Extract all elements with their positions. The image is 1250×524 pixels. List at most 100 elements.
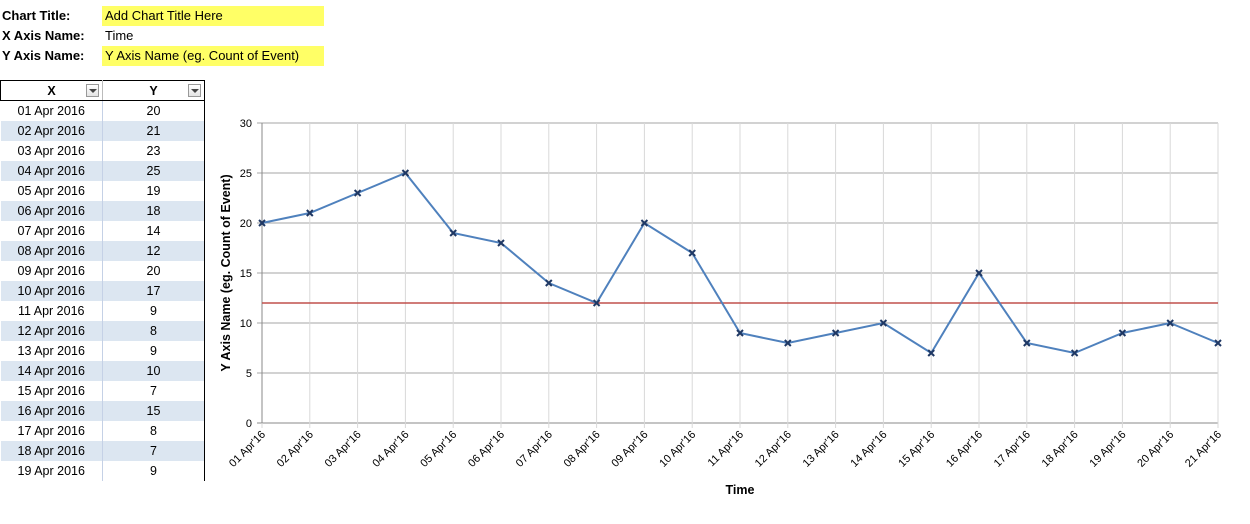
x-tick-label: 10 Apr'16 xyxy=(657,429,698,470)
x-tick-label: 21 Apr'16 xyxy=(1183,429,1224,470)
cell-y[interactable]: 15 xyxy=(102,400,205,421)
filter-dropdown-icon[interactable] xyxy=(188,84,201,97)
chart-title-cell[interactable]: Add Chart Title Here xyxy=(102,6,324,26)
x-tick-label: 03 Apr'16 xyxy=(323,429,364,470)
cell-x[interactable]: 05 Apr 2016 xyxy=(0,180,103,201)
data-point-marker xyxy=(831,329,840,337)
cell-x[interactable]: 17 Apr 2016 xyxy=(0,420,103,441)
data-point-marker xyxy=(258,219,266,227)
cell-x[interactable]: 11 Apr 2016 xyxy=(0,300,103,321)
cell-x[interactable]: 02 Apr 2016 xyxy=(0,120,103,141)
x-tick-label: 07 Apr'16 xyxy=(514,429,555,470)
data-table: X Y 01 Apr 2016 20 02 Apr 2016 21 03 Apr 201… xyxy=(0,80,205,481)
cell-x[interactable]: 01 Apr 2016 xyxy=(0,100,103,121)
data-point-marker xyxy=(449,229,457,237)
column-header-y-label: Y xyxy=(149,83,158,98)
data-point-marker xyxy=(688,249,696,257)
data-point-marker xyxy=(592,299,601,307)
cell-y[interactable]: 19 xyxy=(102,180,205,201)
cell-y[interactable]: 12 xyxy=(102,240,205,261)
table-row: 04 Apr 2016 25 xyxy=(0,160,205,181)
y-tick-label: 30 xyxy=(240,118,252,130)
cell-x[interactable]: 03 Apr 2016 xyxy=(0,140,103,161)
x-tick-label: 13 Apr'16 xyxy=(801,429,842,470)
cell-x[interactable]: 19 Apr 2016 xyxy=(0,460,103,481)
table-row: 16 Apr 2016 15 xyxy=(0,400,205,421)
data-point-marker xyxy=(927,349,935,357)
cell-x[interactable]: 06 Apr 2016 xyxy=(0,200,103,221)
table-row: 02 Apr 2016 21 xyxy=(0,120,205,141)
cell-x[interactable]: 07 Apr 2016 xyxy=(0,220,103,241)
chart-title-label: Chart Title: xyxy=(2,8,71,23)
table-row: 10 Apr 2016 17 xyxy=(0,280,205,301)
column-header-y[interactable]: Y xyxy=(102,80,205,101)
cell-x[interactable]: 15 Apr 2016 xyxy=(0,380,103,401)
x-tick-label: 19 Apr'16 xyxy=(1087,429,1128,470)
cell-y[interactable]: 18 xyxy=(102,200,205,221)
x-tick-label: 18 Apr'16 xyxy=(1040,429,1081,470)
x-axis-name-label: X Axis Name: xyxy=(2,28,85,43)
y-tick-label: 25 xyxy=(240,168,252,180)
data-point-marker xyxy=(1070,349,1079,357)
x-tick-label: 09 Apr'16 xyxy=(609,429,650,470)
data-point-marker xyxy=(353,189,362,197)
cell-y[interactable]: 9 xyxy=(102,340,205,361)
cell-y[interactable]: 7 xyxy=(102,440,205,461)
cell-y[interactable]: 10 xyxy=(102,360,205,381)
cell-y[interactable]: 20 xyxy=(102,260,205,281)
y-tick-label: 15 xyxy=(240,268,252,280)
data-point-marker xyxy=(1166,319,1174,327)
cell-y[interactable]: 8 xyxy=(102,320,205,341)
table-row: 01 Apr 2016 20 xyxy=(0,100,205,121)
x-axis-name-cell[interactable]: Time xyxy=(105,28,134,43)
y-axis-title: Y Axis Name (eg. Count of Event) xyxy=(219,174,233,371)
table-row: 09 Apr 2016 20 xyxy=(0,260,205,281)
data-point-marker xyxy=(975,269,983,277)
cell-x[interactable]: 14 Apr 2016 xyxy=(0,360,103,381)
x-tick-label: 17 Apr'16 xyxy=(992,429,1033,470)
cell-x[interactable]: 13 Apr 2016 xyxy=(0,340,103,361)
table-row: 19 Apr 2016 9 xyxy=(0,460,205,481)
y-tick-label: 0 xyxy=(246,418,252,430)
cell-y[interactable]: 7 xyxy=(102,380,205,401)
table-row: 08 Apr 2016 12 xyxy=(0,240,205,261)
column-header-x[interactable]: X xyxy=(0,80,103,101)
x-tick-label: 02 Apr'16 xyxy=(275,429,316,470)
table-row: 15 Apr 2016 7 xyxy=(0,380,205,401)
filter-dropdown-icon[interactable] xyxy=(86,84,99,97)
x-tick-label: 11 Apr'16 xyxy=(706,429,747,470)
cell-y[interactable]: 9 xyxy=(102,300,205,321)
data-point-marker xyxy=(497,239,505,247)
cell-y[interactable]: 20 xyxy=(102,100,205,121)
data-point-marker xyxy=(640,219,649,227)
table-row: 03 Apr 2016 23 xyxy=(0,140,205,161)
cell-y[interactable]: 14 xyxy=(102,220,205,241)
x-tick-label: 20 Apr'16 xyxy=(1135,429,1176,470)
x-tick-label: 12 Apr'16 xyxy=(753,429,794,470)
cell-y[interactable]: 9 xyxy=(102,460,205,481)
cell-x[interactable]: 08 Apr 2016 xyxy=(0,240,103,261)
data-point-marker xyxy=(784,339,792,347)
data-point-marker xyxy=(1118,329,1127,337)
cell-y[interactable]: 17 xyxy=(102,280,205,301)
table-row: 17 Apr 2016 8 xyxy=(0,420,205,441)
table-row: 06 Apr 2016 18 xyxy=(0,200,205,221)
x-tick-label: 15 Apr'16 xyxy=(896,429,937,470)
cell-y[interactable]: 25 xyxy=(102,160,205,181)
table-row: 05 Apr 2016 19 xyxy=(0,180,205,201)
data-point-marker xyxy=(736,329,744,337)
cell-y[interactable]: 8 xyxy=(102,420,205,441)
cell-x[interactable]: 10 Apr 2016 xyxy=(0,280,103,301)
cell-x[interactable]: 09 Apr 2016 xyxy=(0,260,103,281)
data-point-marker xyxy=(879,319,888,327)
cell-x[interactable]: 16 Apr 2016 xyxy=(0,400,103,421)
cell-x[interactable]: 12 Apr 2016 xyxy=(0,320,103,341)
cell-y[interactable]: 23 xyxy=(102,140,205,161)
y-axis-name-cell[interactable]: Y Axis Name (eg. Count of Event) xyxy=(102,46,324,66)
cell-x[interactable]: 18 Apr 2016 xyxy=(0,440,103,461)
x-tick-label: 05 Apr'16 xyxy=(418,429,459,470)
cell-x[interactable]: 04 Apr 2016 xyxy=(0,160,103,181)
cell-y[interactable]: 21 xyxy=(102,120,205,141)
y-axis-name-label: Y Axis Name: xyxy=(2,48,85,63)
y-tick-label: 10 xyxy=(240,318,252,330)
